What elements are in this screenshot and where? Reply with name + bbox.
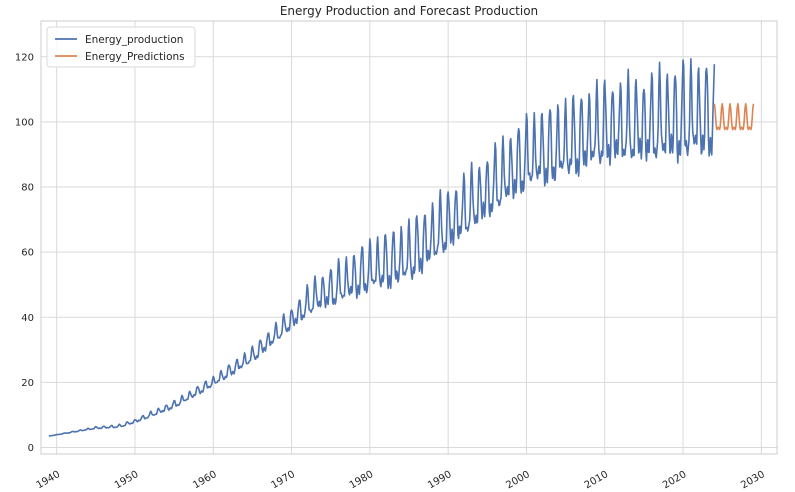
x-tick-label: 1960 — [191, 469, 219, 491]
plot-area-frame — [40, 20, 778, 455]
series-layer — [48, 57, 755, 437]
y-tick-label: 100 — [15, 117, 34, 128]
x-tick-label: 1950 — [113, 469, 141, 491]
legend-box — [46, 26, 196, 68]
y-tick-label: 20 — [21, 378, 34, 389]
x-tick-label: 2010 — [583, 469, 611, 491]
series-line-energy-predictions — [713, 102, 755, 131]
legend-label-energy-predictions: Energy_Predictions — [85, 51, 185, 63]
y-tick-label: 0 — [28, 443, 34, 454]
legend-label-energy-production: Energy_production — [85, 34, 183, 46]
y-tick-label: 120 — [15, 52, 34, 63]
x-axis-ticks: 1940 1950 1960 1970 1980 1990 2000 2010 2020 2030 — [35, 469, 767, 491]
legend: Energy_production Energy_Predictions — [46, 26, 196, 68]
x-tick-label: 1940 — [35, 469, 63, 491]
x-tick-label: 1970 — [270, 469, 298, 491]
y-tick-label: 40 — [21, 313, 34, 324]
y-axis-ticks: 0 20 40 60 80 100 120 — [15, 52, 34, 454]
x-tick-label: 2020 — [661, 469, 689, 491]
chart-title: Energy Production and Forecast Productio… — [280, 4, 538, 18]
gridlines — [41, 21, 777, 454]
y-tick-label: 80 — [21, 183, 34, 194]
series-line-energy-production — [48, 57, 716, 437]
y-tick-label: 60 — [21, 248, 34, 259]
x-tick-label: 1980 — [348, 469, 376, 491]
x-tick-label: 1990 — [426, 469, 454, 491]
x-tick-label: 2000 — [504, 469, 532, 491]
x-tick-label: 2030 — [739, 469, 767, 491]
